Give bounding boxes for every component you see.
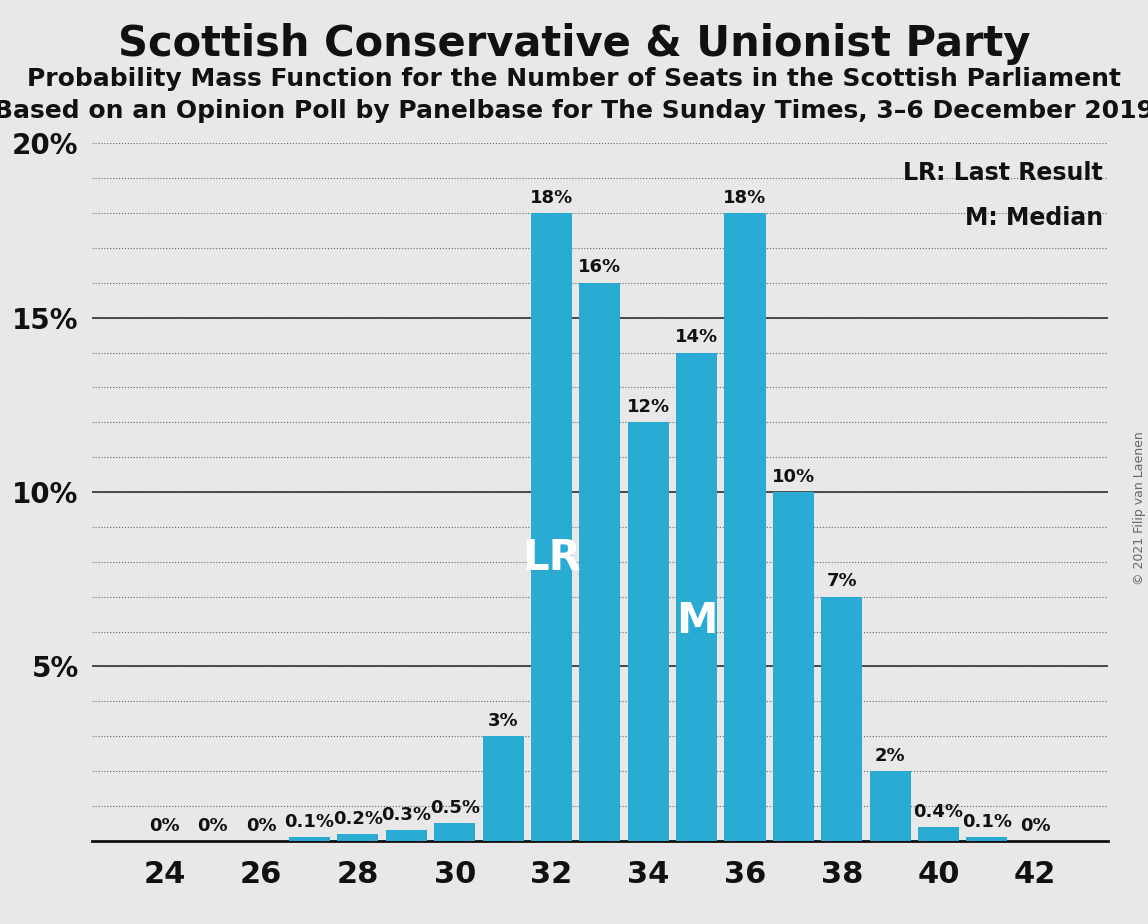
Text: 0.1%: 0.1% [962,813,1011,831]
Bar [821,597,862,841]
Bar [530,213,572,841]
Text: 0.1%: 0.1% [285,813,334,831]
Bar [724,213,766,841]
Bar [676,353,718,841]
Bar [869,771,910,841]
Text: 0.5%: 0.5% [429,799,480,817]
Text: 0%: 0% [197,817,228,834]
Bar [628,422,669,841]
Text: 10%: 10% [771,468,815,486]
Text: 0%: 0% [246,817,277,834]
Text: Probability Mass Function for the Number of Seats in the Scottish Parliament: Probability Mass Function for the Number… [28,67,1120,91]
Bar [580,283,620,841]
Text: 16%: 16% [579,259,621,276]
Text: M: Median: M: Median [964,206,1103,230]
Bar [482,736,523,841]
Text: 0.3%: 0.3% [381,806,432,824]
Bar [289,837,331,841]
Text: Scottish Conservative & Unionist Party: Scottish Conservative & Unionist Party [118,23,1030,65]
Bar [918,827,959,841]
Text: 0.4%: 0.4% [914,803,963,821]
Text: 0%: 0% [1019,817,1050,834]
Bar [386,831,427,841]
Text: 14%: 14% [675,328,719,346]
Text: 0.2%: 0.2% [333,809,383,828]
Bar [338,833,379,841]
Bar [773,492,814,841]
Text: LR: Last Result: LR: Last Result [903,161,1103,185]
Text: M: M [676,600,718,642]
Text: 3%: 3% [488,711,519,730]
Bar [434,823,475,841]
Text: 12%: 12% [627,398,669,416]
Text: Based on an Opinion Poll by Panelbase for The Sunday Times, 3–6 December 2019: Based on an Opinion Poll by Panelbase fo… [0,99,1148,123]
Text: 7%: 7% [827,572,858,590]
Text: 2%: 2% [875,747,906,765]
Bar [967,837,1008,841]
Text: © 2021 Filip van Laenen: © 2021 Filip van Laenen [1133,432,1147,585]
Text: LR: LR [522,537,581,579]
Text: 18%: 18% [530,188,573,207]
Text: 0%: 0% [149,817,180,834]
Text: 18%: 18% [723,188,767,207]
